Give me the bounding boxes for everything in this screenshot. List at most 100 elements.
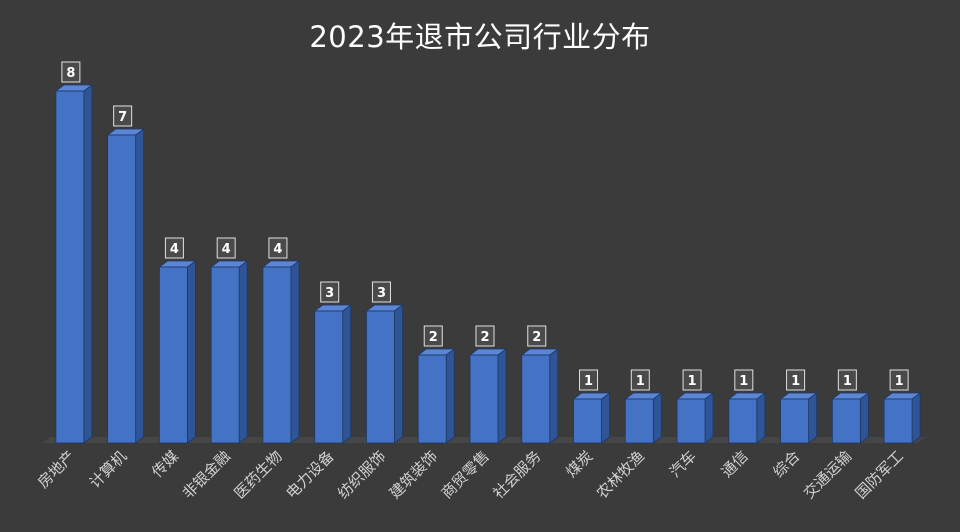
bar-side — [238, 260, 248, 444]
bar-14 — [727, 392, 767, 444]
bar-11 — [572, 392, 611, 444]
data-label-box — [837, 369, 857, 391]
x-tick-label: 农林牧渔 — [593, 447, 648, 502]
data-label-box — [113, 105, 133, 127]
x-tick-label: 社会服务 — [489, 447, 544, 502]
bar-4 — [209, 260, 249, 444]
bar-3 — [158, 260, 197, 444]
bar-front — [469, 354, 499, 444]
bar-front — [780, 398, 809, 444]
data-label: 3 — [377, 286, 386, 301]
bar-front — [210, 266, 240, 444]
data-label-box — [423, 325, 443, 347]
data-label-box — [527, 325, 547, 347]
bar-front — [624, 398, 654, 444]
data-label: 4 — [273, 242, 282, 257]
bar-16 — [831, 392, 870, 444]
data-label: 1 — [739, 374, 748, 389]
data-label: 2 — [480, 330, 489, 345]
bar-front — [831, 398, 861, 444]
bar-side — [652, 392, 662, 444]
chart-title: 2023年退市公司行业分布 — [309, 20, 651, 54]
data-label: 1 — [636, 374, 645, 389]
bar-front — [55, 90, 85, 444]
bar-side — [394, 304, 403, 444]
data-label-box — [320, 281, 340, 303]
bar-15 — [779, 392, 818, 444]
data-label: 1 — [791, 374, 800, 389]
data-label-box — [579, 369, 599, 391]
data-label-box — [889, 369, 909, 391]
x-tick-label: 国防军工 — [852, 447, 907, 502]
data-label: 2 — [429, 330, 438, 345]
x-tick-label: 电力设备 — [282, 447, 337, 502]
bar-side — [756, 392, 766, 444]
x-tick-label: 医药生物 — [231, 447, 286, 502]
bar-front — [262, 266, 292, 444]
bar-1 — [54, 84, 94, 444]
bar-front — [159, 266, 188, 444]
x-tick-label: 计算机 — [86, 447, 131, 492]
bar-7 — [365, 304, 404, 444]
bar-13 — [675, 392, 715, 444]
bar-9 — [468, 348, 508, 444]
x-tick-label: 纺织服饰 — [334, 447, 389, 502]
data-label: 3 — [325, 286, 334, 301]
data-label: 8 — [66, 66, 75, 81]
bar-side — [445, 348, 455, 444]
bar-12 — [624, 392, 663, 444]
bar-side — [290, 260, 300, 444]
data-label-box — [268, 237, 288, 259]
data-label-box — [475, 325, 495, 347]
bar-side — [135, 128, 145, 444]
bar-side — [859, 392, 869, 444]
x-tick-label: 建筑装饰 — [386, 447, 441, 502]
bar-side — [704, 392, 714, 444]
bar-8 — [417, 348, 456, 444]
data-label-box — [216, 237, 236, 259]
bar-front — [366, 310, 395, 444]
data-label: 7 — [118, 110, 127, 125]
x-tick-label: 房地产 — [34, 447, 79, 492]
data-label-box — [682, 369, 702, 391]
data-label-box — [734, 369, 754, 391]
bar-front — [883, 398, 913, 444]
x-tick-label: 综合 — [769, 447, 803, 481]
bar-side — [497, 348, 507, 444]
x-tick-label: 非银金融 — [179, 447, 234, 502]
bar-front — [676, 398, 706, 444]
data-label-box — [61, 61, 81, 83]
bar-front — [314, 310, 344, 444]
x-tick-label: 通信 — [718, 447, 752, 481]
bar-side — [342, 304, 352, 444]
bar-side — [83, 84, 93, 444]
bar-side — [549, 348, 559, 444]
bar-side — [187, 260, 196, 444]
bar-side — [911, 392, 921, 444]
bar-17 — [882, 392, 922, 444]
data-label-box — [371, 281, 391, 303]
data-label: 1 — [688, 374, 697, 389]
bar-front — [728, 398, 758, 444]
data-label-box — [786, 369, 806, 391]
data-label: 4 — [170, 242, 179, 257]
bar-side — [808, 392, 817, 444]
bar-side — [601, 392, 610, 444]
x-tick-label: 交通运输 — [800, 447, 855, 502]
data-label-box — [164, 237, 184, 259]
data-label: 1 — [895, 374, 904, 389]
x-tick-label: 汽车 — [666, 447, 700, 481]
bar-front — [521, 354, 551, 444]
x-tick-label: 商贸零售 — [438, 447, 493, 502]
bar-front — [417, 354, 447, 444]
data-label-box — [630, 369, 650, 391]
data-label: 1 — [584, 374, 593, 389]
data-label: 1 — [843, 374, 852, 389]
x-tick-label: 煤炭 — [562, 447, 596, 481]
data-label: 4 — [222, 242, 231, 257]
bar-10 — [520, 348, 559, 444]
bar-6 — [313, 304, 352, 444]
bar-2 — [106, 128, 145, 444]
